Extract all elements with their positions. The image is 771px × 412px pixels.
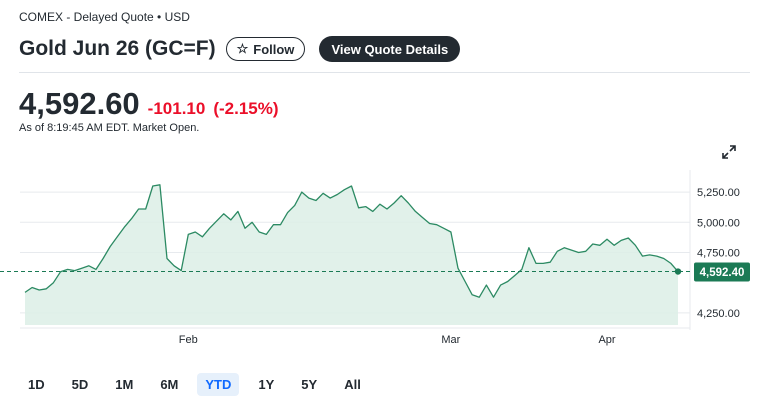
price-line	[24, 184, 679, 298]
y-tick-label: 4,250.00	[697, 308, 740, 320]
y-tick-label: 4,750.00	[697, 248, 740, 260]
y-tick-label: 5,250.00	[697, 187, 740, 199]
range-1m[interactable]: 1M	[115, 376, 134, 392]
price-row: 4,592.60 -101.10 (-2.15%)	[19, 86, 279, 122]
header-divider	[19, 72, 750, 73]
last-price-marker	[674, 268, 682, 275]
last-price-label: 4,592.40	[700, 267, 745, 279]
view-quote-details-button[interactable]: View Quote Details	[319, 36, 461, 62]
range-1y[interactable]: 1Y	[258, 376, 275, 392]
follow-label: Follow	[253, 41, 295, 57]
price-area-fill	[25, 184, 678, 325]
range-all[interactable]: All	[344, 376, 361, 392]
star-icon: ☆	[236, 41, 249, 56]
last-price-badge-bg	[694, 262, 750, 282]
y-tick-label: 5,000.00	[697, 217, 740, 229]
last-price-badge: 4,592.40	[694, 262, 750, 282]
exchange-label: COMEX - Delayed Quote • USD	[19, 10, 190, 24]
y-axis-labels: 5,250.00 5,000.00 4,750.00 4,250.00	[697, 187, 740, 320]
range-1d[interactable]: 1D	[28, 376, 45, 392]
current-price: 4,592.60	[19, 86, 140, 121]
x-tick-label: Mar	[441, 334, 460, 346]
range-selector: 1D 5D 1M 6M YTD 1Y 5Y All	[20, 372, 380, 396]
title-row: Gold Jun 26 (GC=F) ☆ Follow View Quote D…	[19, 34, 461, 64]
range-5d[interactable]: 5D	[71, 376, 89, 392]
range-5y[interactable]: 5Y	[301, 376, 318, 392]
range-6m[interactable]: 6M	[160, 376, 179, 392]
range-ytd[interactable]: YTD	[197, 372, 240, 396]
x-tick-label: Apr	[598, 334, 615, 346]
expand-icon[interactable]	[720, 143, 738, 161]
as-of-timestamp: As of 8:19:45 AM EDT. Market Open.	[19, 122, 200, 134]
price-change-percent: (-2.15%)	[213, 99, 279, 118]
follow-button[interactable]: ☆ Follow	[225, 37, 306, 61]
x-tick-label: Feb	[179, 334, 198, 346]
price-chart[interactable]: 5,250.00 5,000.00 4,750.00 4,250.00 Feb Mar A…	[0, 160, 771, 360]
x-axis-labels: Feb Mar Apr	[179, 334, 616, 346]
price-change: -101.10	[147, 99, 206, 118]
page-title: Gold Jun 26 (GC=F)	[19, 37, 216, 60]
